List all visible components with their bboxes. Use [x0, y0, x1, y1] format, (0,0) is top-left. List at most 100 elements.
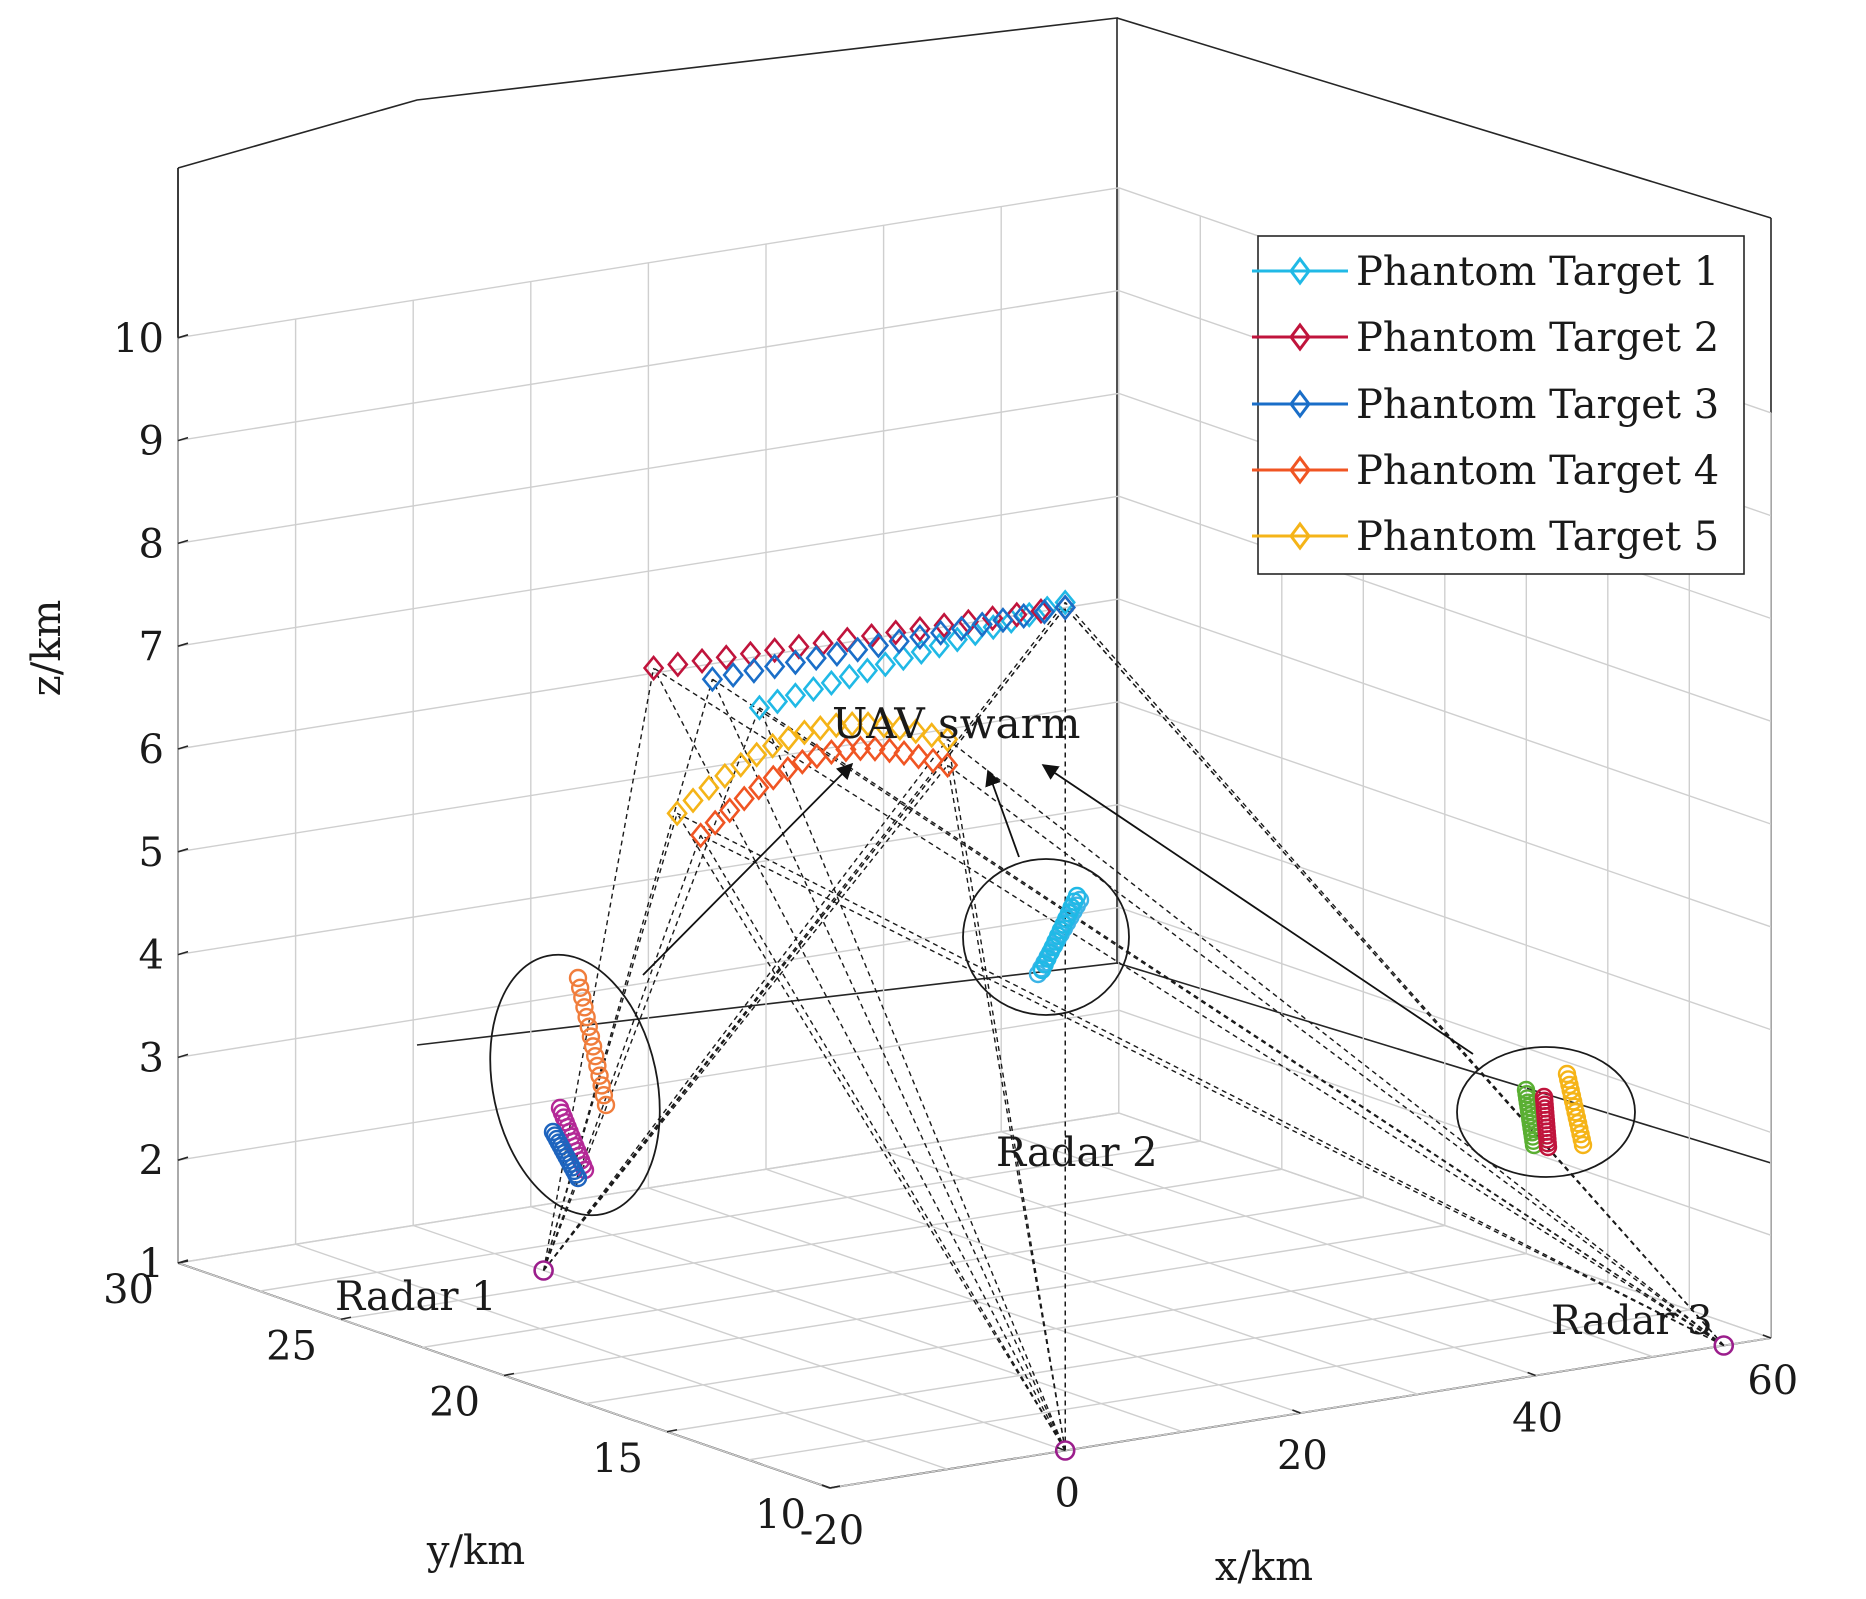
phantom-target-marker: [930, 619, 952, 646]
x-tick: [1292, 1409, 1301, 1414]
z-tick-label: 5: [139, 830, 164, 876]
sight-line: [543, 764, 949, 1271]
phantom-target-marker: [763, 653, 786, 680]
legend-entry-3: Phantom Target 3: [1252, 382, 1719, 428]
svg-text:Phantom Target 3: Phantom Target 3: [1356, 382, 1719, 428]
z-tick-label: 7: [139, 624, 164, 670]
phantom-target-marker: [893, 740, 915, 767]
z-tick: [177, 642, 189, 647]
phantom-target-marker: [849, 735, 872, 762]
phantom-target-marker: [933, 612, 955, 639]
phantom-target-marker: [820, 669, 843, 696]
phantom-target-marker: [873, 712, 895, 739]
uav-swarm-annotation: UAV swarm: [832, 699, 1080, 748]
sight-line: [543, 601, 1066, 1271]
phantom-target-marker: [777, 725, 800, 752]
uav-cluster-outline: [489, 953, 661, 1217]
phantom-target-marker: [905, 718, 927, 745]
z-tick-label: 6: [139, 727, 164, 773]
svg-text:Phantom Target 5: Phantom Target 5: [1356, 514, 1719, 560]
radar-1-marker: [533, 1260, 554, 1281]
sight-lines: [542, 601, 1725, 1451]
tick-labels: 1 2 3 4 5 6 7 8 9 10 10 15 20 25 30 -20 0 20 40 60: [103, 316, 1798, 1554]
uav-marker: [590, 1066, 609, 1085]
x-tick: [1527, 1371, 1536, 1377]
svg-text:Phantom Target 4: Phantom Target 4: [1356, 448, 1719, 494]
phantom-target-marker: [836, 626, 858, 653]
z-tick: [177, 539, 189, 545]
arrow-to-annotation: [1041, 764, 1474, 1055]
grid-line-y: [666, 1281, 1608, 1433]
grid-line-y: [177, 1112, 1119, 1264]
phantom-target-marker: [642, 654, 665, 682]
uav-marker: [592, 1076, 611, 1095]
sight-line: [543, 738, 949, 1271]
sight-line: [700, 834, 1725, 1347]
phantom-target-marker: [805, 645, 827, 672]
y-tick: [829, 1485, 841, 1489]
grid-line-y: [340, 1168, 1282, 1320]
swarm-arrows: [642, 762, 1474, 1055]
x-tick: [821, 1484, 831, 1489]
phantom-target-marker: [1030, 598, 1052, 625]
phantom-target-marker: [874, 651, 897, 678]
sight-line: [946, 764, 1066, 1451]
diamond-marker-icon: [1289, 256, 1311, 286]
phantom-target-marker: [777, 756, 799, 783]
phantom-target-marker: [733, 785, 755, 812]
sight-line: [676, 812, 1725, 1347]
uav-marker: [583, 1037, 603, 1056]
phantom-target-marker: [846, 636, 869, 663]
z-axis-label: z/km: [24, 600, 70, 697]
uav-marker: [586, 1046, 605, 1066]
sight-line: [652, 667, 1066, 1451]
y-tick-label: 25: [266, 1323, 317, 1369]
phantom-target-marker: [946, 626, 968, 653]
uav-marker: [568, 968, 588, 988]
sight-line: [676, 812, 1066, 1451]
phantom-target-marker: [864, 735, 886, 762]
uav-marker: [573, 988, 592, 1007]
arrow-to-annotation: [642, 762, 854, 976]
phantom-target-marker: [878, 737, 901, 764]
phantom-target-marker: [667, 651, 689, 678]
phantom-target-marker: [698, 774, 720, 801]
phantom-target-marker: [715, 644, 737, 671]
uav-marker: [596, 1095, 616, 1115]
y-axis-label: y/km: [426, 1528, 525, 1574]
phantom-target-marker: [907, 743, 930, 770]
diamond-marker-icon: [1289, 455, 1311, 485]
phantom-target-marker: [762, 764, 784, 791]
z-tick: [177, 1156, 189, 1161]
z-tick: [177, 848, 189, 853]
phantom-target-marker: [971, 611, 993, 638]
sight-line: [653, 667, 1725, 1347]
phantom-target-marker: [1006, 601, 1028, 628]
uav-cluster-outline: [1456, 1046, 1636, 1178]
phantom-target-marker: [704, 809, 726, 836]
grid-line-y: [748, 1309, 1690, 1461]
radar-1-label: Radar 1: [335, 1274, 497, 1320]
grid-lines: [177, 187, 1772, 1489]
phantom-target-marker: [714, 762, 736, 789]
phantom-target-marker: [1033, 598, 1056, 625]
phantom-target-marker: [838, 663, 861, 690]
phantom-target-marker: [825, 712, 847, 739]
sight-line: [543, 607, 1066, 1271]
x-tick-label: 0: [1054, 1471, 1079, 1517]
phantom-target-marker: [748, 774, 770, 801]
grid-line-y: [259, 1140, 1201, 1292]
phantom-target-marker: [701, 666, 724, 693]
y-tick: [177, 1260, 189, 1264]
z-tick-label: 8: [139, 521, 164, 567]
phantom-target-marker: [1013, 602, 1035, 630]
phantom-target-marker: [909, 623, 931, 651]
x-axis-label: x/km: [1215, 1544, 1313, 1590]
sight-line: [712, 678, 1725, 1347]
sight-line: [700, 834, 1066, 1451]
phantom-target-marker: [1054, 594, 1076, 621]
x-tick-label: -20: [800, 1508, 864, 1554]
phantom-target-marker: [841, 711, 863, 738]
x-tick: [1056, 1446, 1066, 1452]
